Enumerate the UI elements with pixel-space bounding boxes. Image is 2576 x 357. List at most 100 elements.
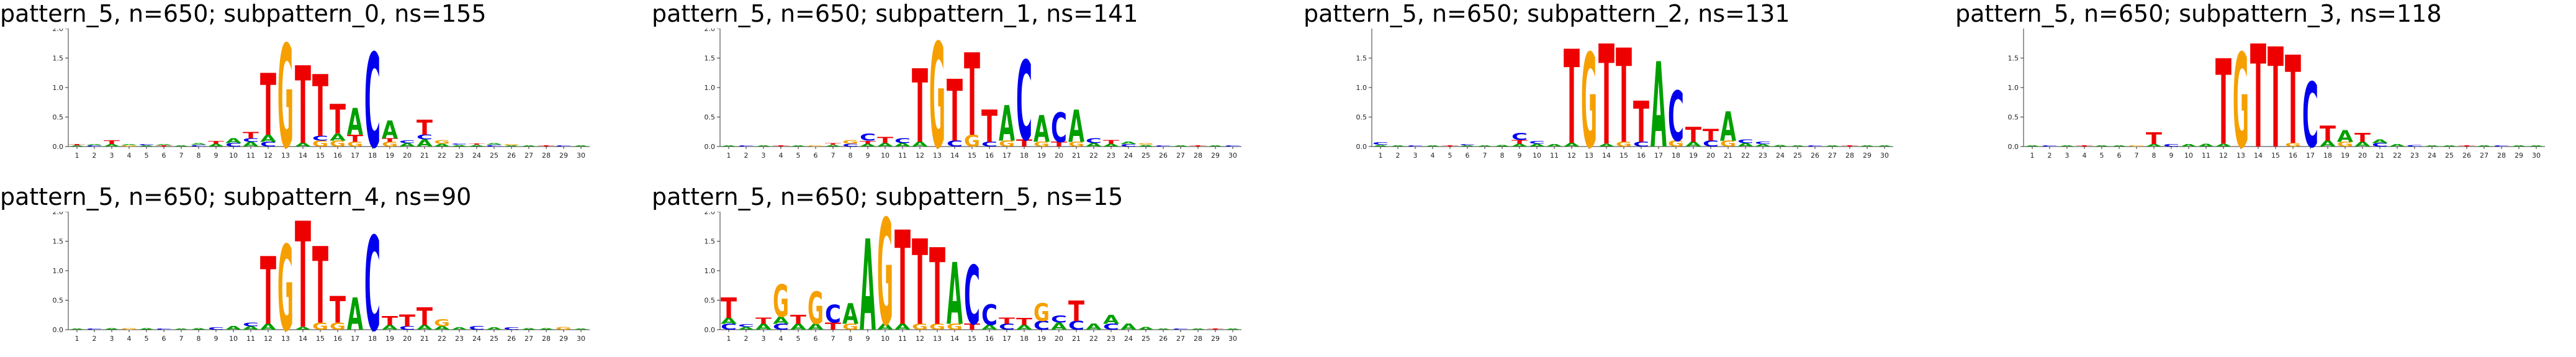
logo-letter-T-pos-19: T [1685, 124, 1701, 147]
logo-letter-C-pos-10: C [225, 142, 241, 148]
chart-title: pattern_5, n=650; subpattern_5, ns=15 [652, 183, 1124, 210]
logo-letter-A-pos-11: A [1546, 143, 1563, 147]
svg-text:A: A [2424, 145, 2441, 147]
x-tick-label: 6 [814, 151, 818, 160]
logo-letter-A-pos-9: A [860, 214, 876, 355]
x-tick-label: 22 [1741, 151, 1750, 160]
svg-text:A: A [790, 145, 807, 147]
logo-letter-T-pos-1: T [721, 292, 737, 325]
logo-letter-T-pos-4: T [773, 145, 790, 147]
logo-letter-G-pos-16: G [2285, 142, 2301, 148]
svg-text:T: T [1190, 145, 1207, 147]
svg-text:A: A [2511, 145, 2528, 147]
chart-title: pattern_5, n=650; subpattern_1, ns=141 [652, 0, 1138, 27]
logo-letter-T-pos-14: T [2250, 29, 2266, 171]
svg-text:A: A [999, 96, 1015, 153]
svg-text:A: A [538, 327, 555, 330]
x-tick-label: 23 [1759, 151, 1767, 160]
x-tick-label: 19 [1037, 151, 1046, 160]
logo-letter-G-pos-8: G [842, 322, 858, 332]
svg-text:A: A [912, 140, 929, 148]
logo-letter-A-pos-14: A [295, 142, 311, 148]
svg-text:G: G [312, 321, 328, 332]
logo-letter-A-pos-27: A [2476, 145, 2493, 147]
svg-text:C: C [947, 139, 963, 148]
logo-letter-G-pos-15: G [964, 132, 980, 151]
logo-letter-A-pos-25: A [486, 327, 503, 330]
x-tick-label: 2 [2048, 151, 2052, 160]
svg-text:C: C [243, 322, 259, 327]
logo-letter-A-pos-8: A [191, 143, 207, 146]
logo-letter-T-pos-19: T [382, 314, 398, 328]
logo-letter-C-pos-11: C [243, 322, 259, 327]
logo-letter-T-pos-14: T [947, 62, 963, 161]
svg-text:G: G [929, 322, 945, 332]
logo-letter-A-pos-5: A [790, 322, 806, 332]
x-tick-label: 20 [1706, 151, 1715, 160]
svg-text:A: A [1425, 145, 1441, 147]
logo-letter-C-pos-5: C [138, 144, 155, 146]
x-tick-label: 22 [1089, 151, 1098, 160]
x-tick-label: 13 [2236, 151, 2245, 160]
x-tick-label: 9 [1518, 151, 1522, 160]
logo-letter-C-pos-3: C [1407, 145, 1423, 147]
svg-text:T: T [417, 117, 433, 140]
logo-letter-C-pos-20: C [399, 325, 415, 331]
x-tick-label: 4 [127, 335, 132, 343]
svg-text:A: A [755, 145, 772, 147]
svg-text:A: A [2337, 127, 2354, 146]
y-tick-label: 0.5 [1356, 114, 1367, 122]
svg-text:A: A [808, 322, 824, 332]
logo-letter-T-pos-15: T [964, 31, 980, 163]
logo-letter-A-pos-18: A [2320, 139, 2336, 148]
svg-text:T: T [1564, 29, 1580, 171]
svg-text:T: T [912, 216, 928, 352]
x-tick-label: 10 [229, 151, 238, 160]
svg-text:G: G [556, 326, 572, 330]
svg-text:G: G [808, 145, 824, 147]
y-tick-label: 1.5 [53, 55, 64, 63]
logo-letter-T-pos-15: T [312, 57, 328, 156]
x-tick-label: 18 [1020, 335, 1029, 343]
x-tick-label: 20 [403, 335, 412, 343]
logo-letter-T-pos-8: T [2146, 129, 2163, 148]
logo-letter-C-pos-16: C [981, 141, 998, 148]
logo-letter-G-pos-6: G [808, 145, 824, 147]
logo-letter-T-pos-20: T [1703, 126, 1719, 145]
logo-letter-A-pos-24: A [1120, 141, 1137, 145]
svg-text:A: A [2528, 145, 2545, 147]
svg-text:T: T [1685, 124, 1701, 147]
logo-letter-T-pos-15: T [312, 225, 328, 347]
logo-letter-A-pos-12: A [912, 140, 929, 148]
y-tick-label: 1.0 [1356, 84, 1367, 92]
x-tick-label: 27 [525, 335, 533, 343]
svg-text:A: A [86, 144, 103, 146]
svg-text:C: C [1155, 145, 1171, 147]
logo-letter-A-pos-22: A [1737, 142, 1754, 148]
x-tick-label: 2 [744, 151, 749, 160]
x-tick-label: 11 [1550, 151, 1559, 160]
x-tick-label: 20 [1055, 151, 1063, 160]
svg-text:C: C [1051, 314, 1067, 325]
svg-text:G: G [434, 317, 450, 328]
y-tick-label: 0.0 [705, 143, 716, 151]
svg-text:C: C [243, 137, 259, 143]
logo-letter-A-pos-10: A [225, 325, 241, 331]
svg-text:G: G [842, 139, 858, 145]
x-tick-label: 12 [264, 335, 272, 343]
x-tick-label: 23 [2410, 151, 2419, 160]
x-tick-label: 2 [744, 335, 749, 343]
svg-text:A: A [382, 323, 399, 331]
y-tick-label: 1.0 [705, 84, 716, 92]
svg-text:A: A [2181, 143, 2197, 147]
svg-text:C: C [1120, 143, 1137, 147]
y-tick-label: 1.5 [705, 238, 716, 246]
logo-letter-A-pos-7: A [173, 145, 190, 147]
x-tick-label: 5 [145, 335, 149, 343]
logo-letter-G-pos-22: G [434, 317, 450, 328]
x-tick-label: 19 [1037, 335, 1046, 343]
logo-letter-G-pos-13: G [277, 29, 294, 171]
y-tick-label: 1.0 [53, 84, 64, 92]
logo-letter-A-pos-19: A [2337, 127, 2354, 146]
svg-text:G: G [999, 139, 1015, 148]
